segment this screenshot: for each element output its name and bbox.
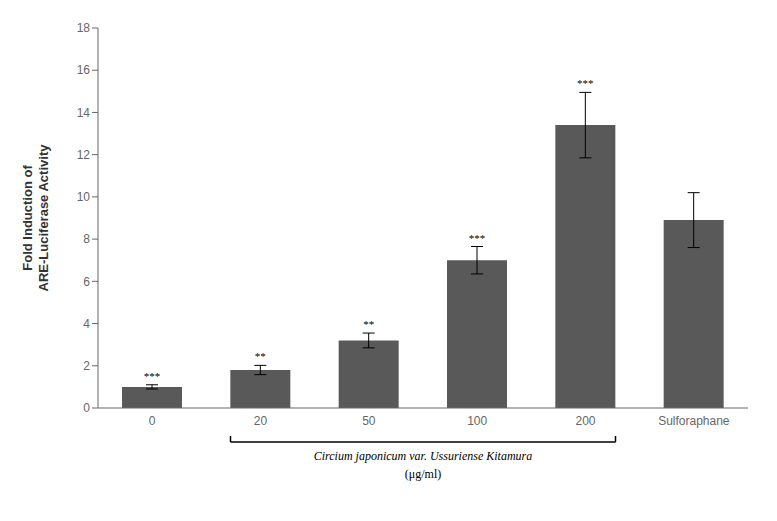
svg-text:***: *** bbox=[144, 370, 161, 382]
svg-text:20: 20 bbox=[254, 414, 268, 428]
svg-text:***: *** bbox=[577, 77, 594, 89]
svg-text:50: 50 bbox=[362, 414, 376, 428]
svg-text:12: 12 bbox=[77, 148, 91, 162]
svg-text:200: 200 bbox=[575, 414, 595, 428]
svg-text:**: ** bbox=[363, 318, 374, 330]
svg-text:16: 16 bbox=[77, 63, 91, 77]
svg-text:8: 8 bbox=[83, 232, 90, 246]
svg-text:6: 6 bbox=[83, 275, 90, 289]
svg-text:**: ** bbox=[255, 350, 266, 362]
svg-text:Fold Induction ofARE-Luciferas: Fold Induction ofARE-Luciferase Activity bbox=[20, 144, 51, 292]
svg-text:Circium japonicum var. Ussurie: Circium japonicum var. Ussuriense Kitamu… bbox=[314, 449, 533, 463]
svg-text:14: 14 bbox=[77, 106, 91, 120]
svg-text:100: 100 bbox=[467, 414, 487, 428]
svg-text:2: 2 bbox=[83, 359, 90, 373]
svg-text:(μg/ml): (μg/ml) bbox=[405, 467, 441, 481]
svg-text:10: 10 bbox=[77, 190, 91, 204]
svg-text:Sulforaphane: Sulforaphane bbox=[658, 414, 730, 428]
svg-text:4: 4 bbox=[83, 317, 90, 331]
svg-text:0: 0 bbox=[83, 401, 90, 415]
svg-text:18: 18 bbox=[77, 21, 91, 35]
svg-text:0: 0 bbox=[149, 414, 156, 428]
svg-text:***: *** bbox=[469, 232, 486, 244]
